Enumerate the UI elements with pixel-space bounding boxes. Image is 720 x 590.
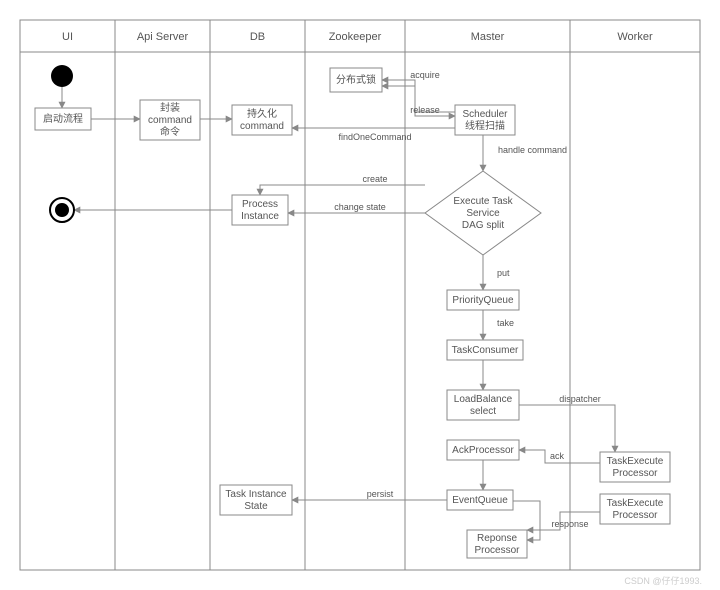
edge bbox=[260, 185, 425, 195]
lane-header: Master bbox=[471, 31, 505, 43]
node-label: PriorityQueue bbox=[452, 295, 514, 306]
node-label: EventQueue bbox=[452, 495, 508, 506]
edge-label: create bbox=[362, 174, 387, 184]
edge-label: response bbox=[551, 519, 588, 529]
edge-label: acquire bbox=[410, 70, 440, 80]
node-label: Reponse bbox=[477, 533, 517, 544]
node-label: command bbox=[240, 121, 284, 132]
node-label: command bbox=[148, 115, 192, 126]
edge-label: take bbox=[497, 318, 514, 328]
edge-label: handle command bbox=[498, 145, 567, 155]
lane-header: Api Server bbox=[137, 31, 189, 43]
edge-label: ack bbox=[550, 451, 565, 461]
edge-label: release bbox=[410, 105, 440, 115]
node-label: 线程扫描 bbox=[465, 119, 505, 132]
node-label: Instance bbox=[241, 211, 279, 222]
edge-label: persist bbox=[367, 489, 394, 499]
node-label: DAG split bbox=[462, 220, 504, 231]
node-label: Processor bbox=[612, 510, 658, 521]
node-label: Processor bbox=[612, 468, 658, 479]
node-label: TaskExecute bbox=[607, 498, 664, 509]
edge-label: dispatcher bbox=[559, 394, 601, 404]
node-label: Scheduler bbox=[462, 109, 508, 120]
node-label: select bbox=[470, 406, 496, 417]
node-label: TaskConsumer bbox=[452, 345, 519, 356]
node-label: TaskExecute bbox=[607, 456, 664, 467]
edge-label: change state bbox=[334, 202, 386, 212]
node-label: Service bbox=[466, 208, 500, 219]
node-label: State bbox=[244, 501, 268, 512]
lane-header: DB bbox=[250, 31, 265, 43]
diagram-frame bbox=[20, 20, 700, 570]
lane-header: Zookeeper bbox=[329, 31, 382, 43]
node-label: Process bbox=[242, 199, 278, 210]
start-node bbox=[51, 65, 73, 87]
node-label: Task Instance bbox=[225, 489, 287, 500]
node-label: LoadBalance bbox=[454, 394, 513, 405]
watermark: CSDN @仔仔1993. bbox=[624, 575, 702, 586]
node-label: 命令 bbox=[160, 125, 180, 138]
node-label: 启动流程 bbox=[43, 112, 83, 125]
node-label: 封装 bbox=[160, 101, 180, 114]
end-node-inner bbox=[55, 203, 69, 217]
edge-label: findOneCommand bbox=[338, 132, 411, 142]
node-label: AckProcessor bbox=[452, 445, 514, 456]
edge-label: put bbox=[497, 268, 510, 278]
node-label: Execute Task bbox=[453, 196, 513, 207]
lane-header: Worker bbox=[617, 31, 653, 43]
node-label: 分布式锁 bbox=[336, 73, 376, 86]
node-label: Processor bbox=[474, 545, 520, 556]
node-label: 持久化 bbox=[247, 107, 277, 120]
lane-header: UI bbox=[62, 31, 73, 43]
edge bbox=[519, 405, 615, 452]
